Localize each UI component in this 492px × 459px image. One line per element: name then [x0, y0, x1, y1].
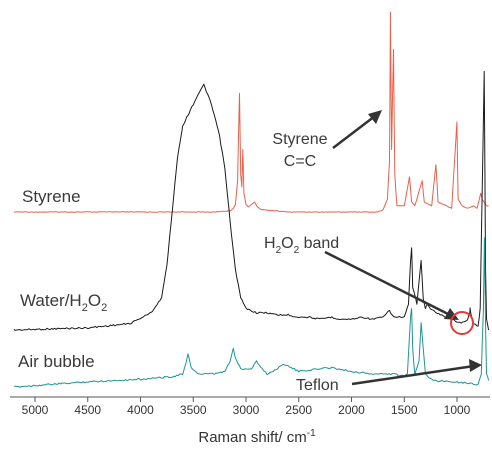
x-axis-title: Raman shift/ cm-1 — [198, 428, 316, 446]
arrow-h2o2-band — [324, 250, 453, 318]
x-tick-label-1500: 1500 — [391, 403, 418, 417]
x-tick-label-3500: 3500 — [180, 403, 207, 417]
x-tick-label-1000: 1000 — [444, 403, 471, 417]
annotation-teflon: Teflon — [296, 377, 339, 394]
x-tick-label-4500: 4500 — [74, 403, 101, 417]
x-tick-label-2500: 2500 — [285, 403, 312, 417]
x-tick-label-2000: 2000 — [338, 403, 365, 417]
series-label-water-h2o2: Water/H2O2 — [20, 291, 107, 314]
series-line-styrene — [13, 11, 489, 213]
arrowhead-h2o2-band — [444, 308, 459, 320]
series-line-water-h2o2 — [13, 71, 490, 331]
x-tick-label-4000: 4000 — [127, 403, 154, 417]
x-tick-label-5000: 5000 — [22, 403, 49, 417]
arrow-teflon — [351, 364, 475, 386]
annotation-styrene-cc-line2: C=C — [284, 153, 316, 170]
annotation-styrene-cc-line1: Styrene — [272, 131, 327, 148]
annotation-h2o2-band: H2O2 band — [264, 235, 339, 256]
arrowhead-teflon — [469, 359, 482, 372]
series-label-styrene: Styrene — [22, 187, 81, 206]
h2o2-band-highlight-circle — [450, 311, 474, 335]
arrow-styrene-cc — [332, 115, 376, 149]
x-tick-label-3000: 3000 — [233, 403, 260, 417]
series-line-air-bubble — [13, 237, 490, 388]
arrowhead-styrene-cc — [368, 110, 382, 124]
series-layer — [13, 11, 490, 388]
series-label-air-bubble: Air bubble — [18, 352, 95, 371]
tick-layer: 5000 4500 4000 3500 3000 2500 2000 1500 1000 — [22, 397, 471, 417]
